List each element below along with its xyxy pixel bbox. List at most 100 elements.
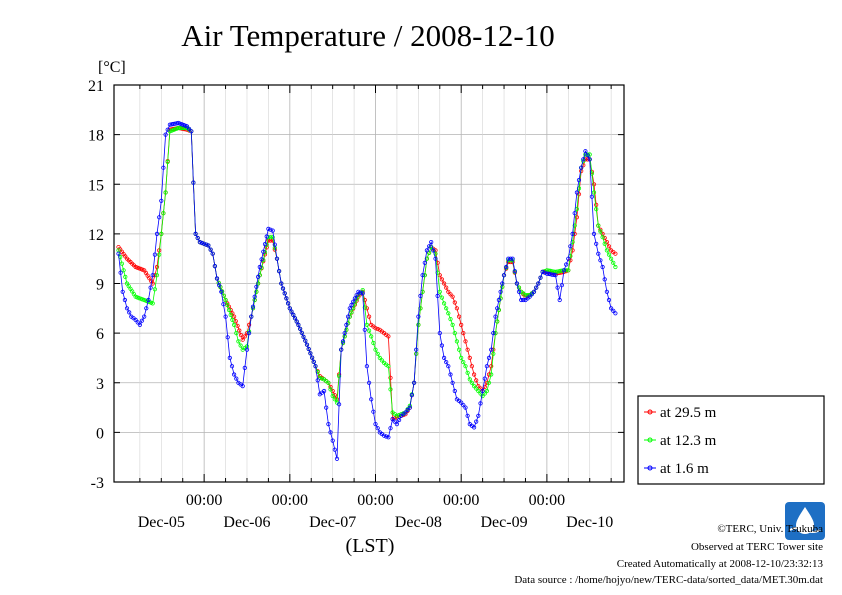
x-day-label: Dec-10: [566, 514, 613, 531]
legend-marker: [647, 465, 653, 471]
series-point: [259, 257, 264, 262]
series-point: [191, 180, 196, 185]
series-point: [591, 182, 597, 187]
series-point: [285, 301, 291, 306]
series-point: [564, 262, 569, 267]
series-point: [120, 289, 125, 294]
series-point: [450, 294, 455, 299]
x-axis-label: (LST): [346, 535, 395, 557]
series-point: [332, 393, 337, 398]
series-point: [523, 292, 528, 298]
series-point: [262, 242, 268, 247]
series-point: [489, 347, 494, 352]
series-point: [159, 231, 164, 236]
series-point: [328, 387, 333, 392]
series-point: [261, 249, 266, 254]
series-point: [388, 387, 393, 392]
series-point: [598, 229, 603, 234]
series-point: [234, 330, 239, 336]
series-point: [362, 305, 367, 310]
series-point: [349, 302, 354, 308]
series-point: [315, 369, 320, 375]
y-axis-label: [°C]: [98, 59, 126, 76]
series-point: [371, 340, 376, 346]
series-point: [326, 380, 331, 385]
series-point: [289, 309, 294, 314]
series-point: [270, 228, 275, 233]
series-point: [566, 268, 571, 273]
series-point: [587, 157, 592, 162]
series-point: [474, 378, 479, 383]
series-point: [426, 250, 432, 255]
series-point: [344, 327, 349, 332]
series-point: [450, 380, 455, 385]
series-point: [570, 231, 575, 236]
series-point: [234, 376, 239, 381]
series-point: [469, 380, 474, 385]
series-point: [604, 248, 610, 253]
series-point: [568, 244, 573, 249]
series-point: [306, 346, 311, 352]
series-point: [613, 264, 618, 270]
series-point: [486, 355, 492, 360]
series-point: [516, 285, 522, 290]
series-point: [161, 165, 166, 170]
series-point: [390, 416, 395, 422]
series-point: [561, 268, 567, 273]
series-point: [228, 312, 233, 317]
series-point: [478, 386, 483, 391]
wave-icon: [789, 527, 821, 533]
series-point: [268, 227, 273, 232]
series-point: [272, 242, 277, 247]
series-point: [613, 251, 618, 256]
series-point: [154, 273, 160, 278]
series-point: [418, 306, 423, 311]
series-point: [429, 240, 434, 245]
series-point: [516, 289, 522, 294]
series-point: [414, 347, 419, 352]
series-point: [240, 337, 245, 342]
series-point: [148, 285, 153, 290]
series-point: [163, 190, 168, 195]
series-point: [484, 388, 489, 394]
y-tick-label: 15: [88, 177, 104, 194]
series-layer: [116, 120, 618, 461]
series-point: [474, 386, 479, 391]
series-point: [495, 306, 500, 311]
series-point: [242, 365, 247, 370]
series-point: [514, 281, 520, 286]
series-point: [255, 281, 261, 286]
series-point: [611, 308, 616, 313]
series-point: [596, 251, 601, 256]
series-point: [118, 270, 123, 275]
series-point: [280, 286, 286, 291]
series-point: [364, 364, 369, 369]
series-point: [583, 149, 588, 154]
series-point: [358, 290, 363, 295]
series-point: [119, 261, 125, 266]
series-point: [602, 277, 607, 282]
footer-observed: Observed at TERC Tower site: [691, 541, 823, 553]
series-point: [212, 263, 217, 269]
series-point: [461, 402, 466, 408]
y-tick-label: 6: [96, 326, 104, 343]
series-point: [496, 297, 501, 303]
series-point: [152, 287, 157, 292]
series-point: [360, 291, 365, 296]
series-point: [465, 413, 470, 418]
series-point: [589, 194, 595, 199]
series-point: [161, 211, 166, 216]
series-point: [538, 275, 543, 280]
series-point: [342, 330, 347, 336]
series-point: [386, 334, 391, 339]
series-point: [576, 178, 582, 183]
series-point: [386, 364, 391, 369]
series-point: [199, 240, 205, 246]
y-tick-label: 21: [88, 78, 104, 95]
series-point: [238, 332, 244, 338]
series-point: [237, 328, 242, 333]
series-point: [252, 294, 257, 299]
series-point: [553, 273, 558, 278]
series-point: [225, 335, 230, 340]
